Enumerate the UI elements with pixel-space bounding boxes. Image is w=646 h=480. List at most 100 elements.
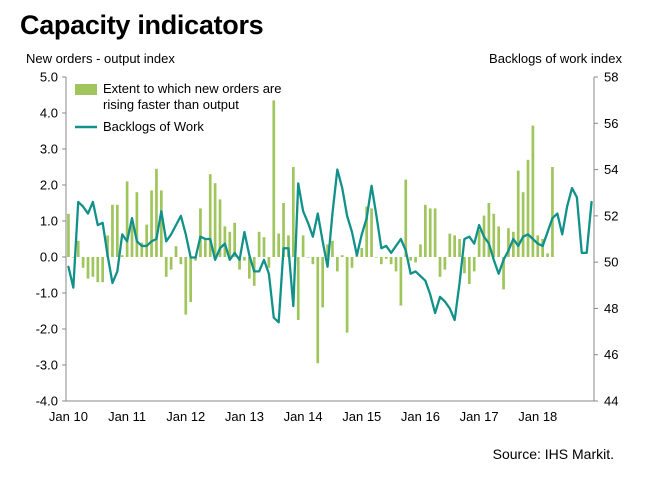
bar — [511, 231, 515, 257]
bar — [370, 208, 373, 257]
right-tick-label: 44 — [604, 394, 618, 409]
bar — [174, 246, 178, 257]
bar — [365, 206, 369, 257]
bar — [125, 181, 129, 257]
right-tick-label: 46 — [604, 347, 618, 362]
bar — [438, 257, 442, 277]
bar — [164, 257, 168, 277]
bar — [277, 233, 281, 257]
left-tick-label: -1.0 — [36, 286, 58, 301]
bar — [287, 235, 290, 257]
left-tick-label: 1.0 — [40, 214, 58, 229]
bar — [233, 222, 237, 257]
legend-label-bars: Extent to which new orders are rising fas… — [103, 81, 281, 112]
bar — [208, 174, 212, 257]
bar — [379, 257, 383, 265]
bar — [213, 183, 217, 257]
bar — [423, 204, 427, 257]
bar — [531, 125, 535, 257]
left-tick-label: 0.0 — [40, 250, 58, 265]
bar — [272, 100, 276, 258]
bar — [67, 213, 70, 257]
left-tick-label: -3.0 — [36, 358, 58, 373]
bar — [96, 257, 100, 283]
bar — [335, 257, 339, 272]
bar — [91, 257, 95, 277]
bar — [472, 257, 476, 272]
x-tick-label: Jan 17 — [460, 409, 499, 424]
bar — [115, 204, 119, 257]
bar — [218, 199, 222, 257]
bar — [238, 257, 241, 270]
bar — [81, 257, 85, 268]
bar — [184, 257, 188, 315]
bar — [350, 257, 354, 268]
right-tick-label: 56 — [604, 116, 618, 131]
bar — [247, 257, 251, 279]
bar — [394, 257, 398, 272]
bar — [453, 235, 457, 257]
bar — [291, 167, 295, 257]
backlogs-line — [67, 168, 593, 324]
bar — [262, 237, 266, 257]
bar — [443, 257, 447, 270]
legend: Extent to which new orders are rising fas… — [75, 81, 281, 134]
bar — [389, 257, 393, 265]
x-tick-label: Jan 16 — [401, 409, 440, 424]
line-series-group — [67, 168, 593, 324]
chart-title: Capacity indicators — [20, 10, 264, 40]
bar — [130, 224, 134, 257]
bar — [321, 257, 325, 308]
bar — [311, 257, 315, 265]
right-tick-label: 50 — [604, 255, 618, 270]
right-tick-label: 58 — [604, 70, 618, 85]
tick-label-group: -4.0 -3.0 -2.0 -1.0 0.0 1.0 2.0 3.0 4.0 5.0 44 46 48… — [36, 70, 619, 425]
bar — [536, 235, 540, 257]
bar — [169, 257, 173, 270]
bar — [497, 226, 501, 257]
bar — [463, 257, 466, 274]
bar — [179, 257, 183, 265]
bar — [223, 226, 227, 257]
bar — [487, 203, 491, 257]
bar — [331, 240, 334, 257]
bar — [516, 170, 520, 257]
bar — [414, 257, 417, 263]
right-tick-label: 52 — [604, 208, 618, 223]
x-tick-label: Jan 13 — [225, 409, 264, 424]
bar — [140, 242, 144, 257]
bar — [199, 208, 202, 257]
source-note: Source: IHS Markit. — [492, 446, 614, 462]
bar — [502, 257, 505, 290]
bar — [492, 213, 496, 257]
bar — [135, 192, 139, 257]
bar — [203, 239, 207, 257]
right-tick-label: 54 — [604, 162, 618, 177]
x-tick-label: Jan 18 — [518, 409, 557, 424]
bar — [106, 235, 109, 257]
bar — [189, 257, 193, 302]
bar — [399, 257, 403, 306]
x-tick-label: Jan 14 — [284, 409, 323, 424]
bar — [375, 257, 378, 258]
left-tick-label: 3.0 — [40, 142, 58, 157]
bar — [526, 159, 530, 257]
left-tick-label: 4.0 — [40, 106, 58, 121]
bar — [458, 239, 461, 257]
bar — [150, 190, 153, 257]
bar — [467, 257, 471, 284]
bar — [155, 168, 158, 257]
x-tick-label: Jan 10 — [49, 409, 88, 424]
bar — [243, 257, 246, 261]
bar — [301, 235, 305, 257]
bar — [306, 257, 310, 258]
bar — [296, 257, 300, 320]
bar-series-group — [67, 100, 554, 364]
left-tick-label: 5.0 — [40, 70, 58, 85]
left-tick-label: 2.0 — [40, 178, 58, 193]
bar — [433, 208, 437, 257]
axes-group — [62, 76, 598, 402]
bar — [521, 192, 525, 257]
legend-label-bars-line1: Extent to which new orders are — [103, 81, 281, 96]
right-tick-label: 48 — [604, 301, 618, 316]
